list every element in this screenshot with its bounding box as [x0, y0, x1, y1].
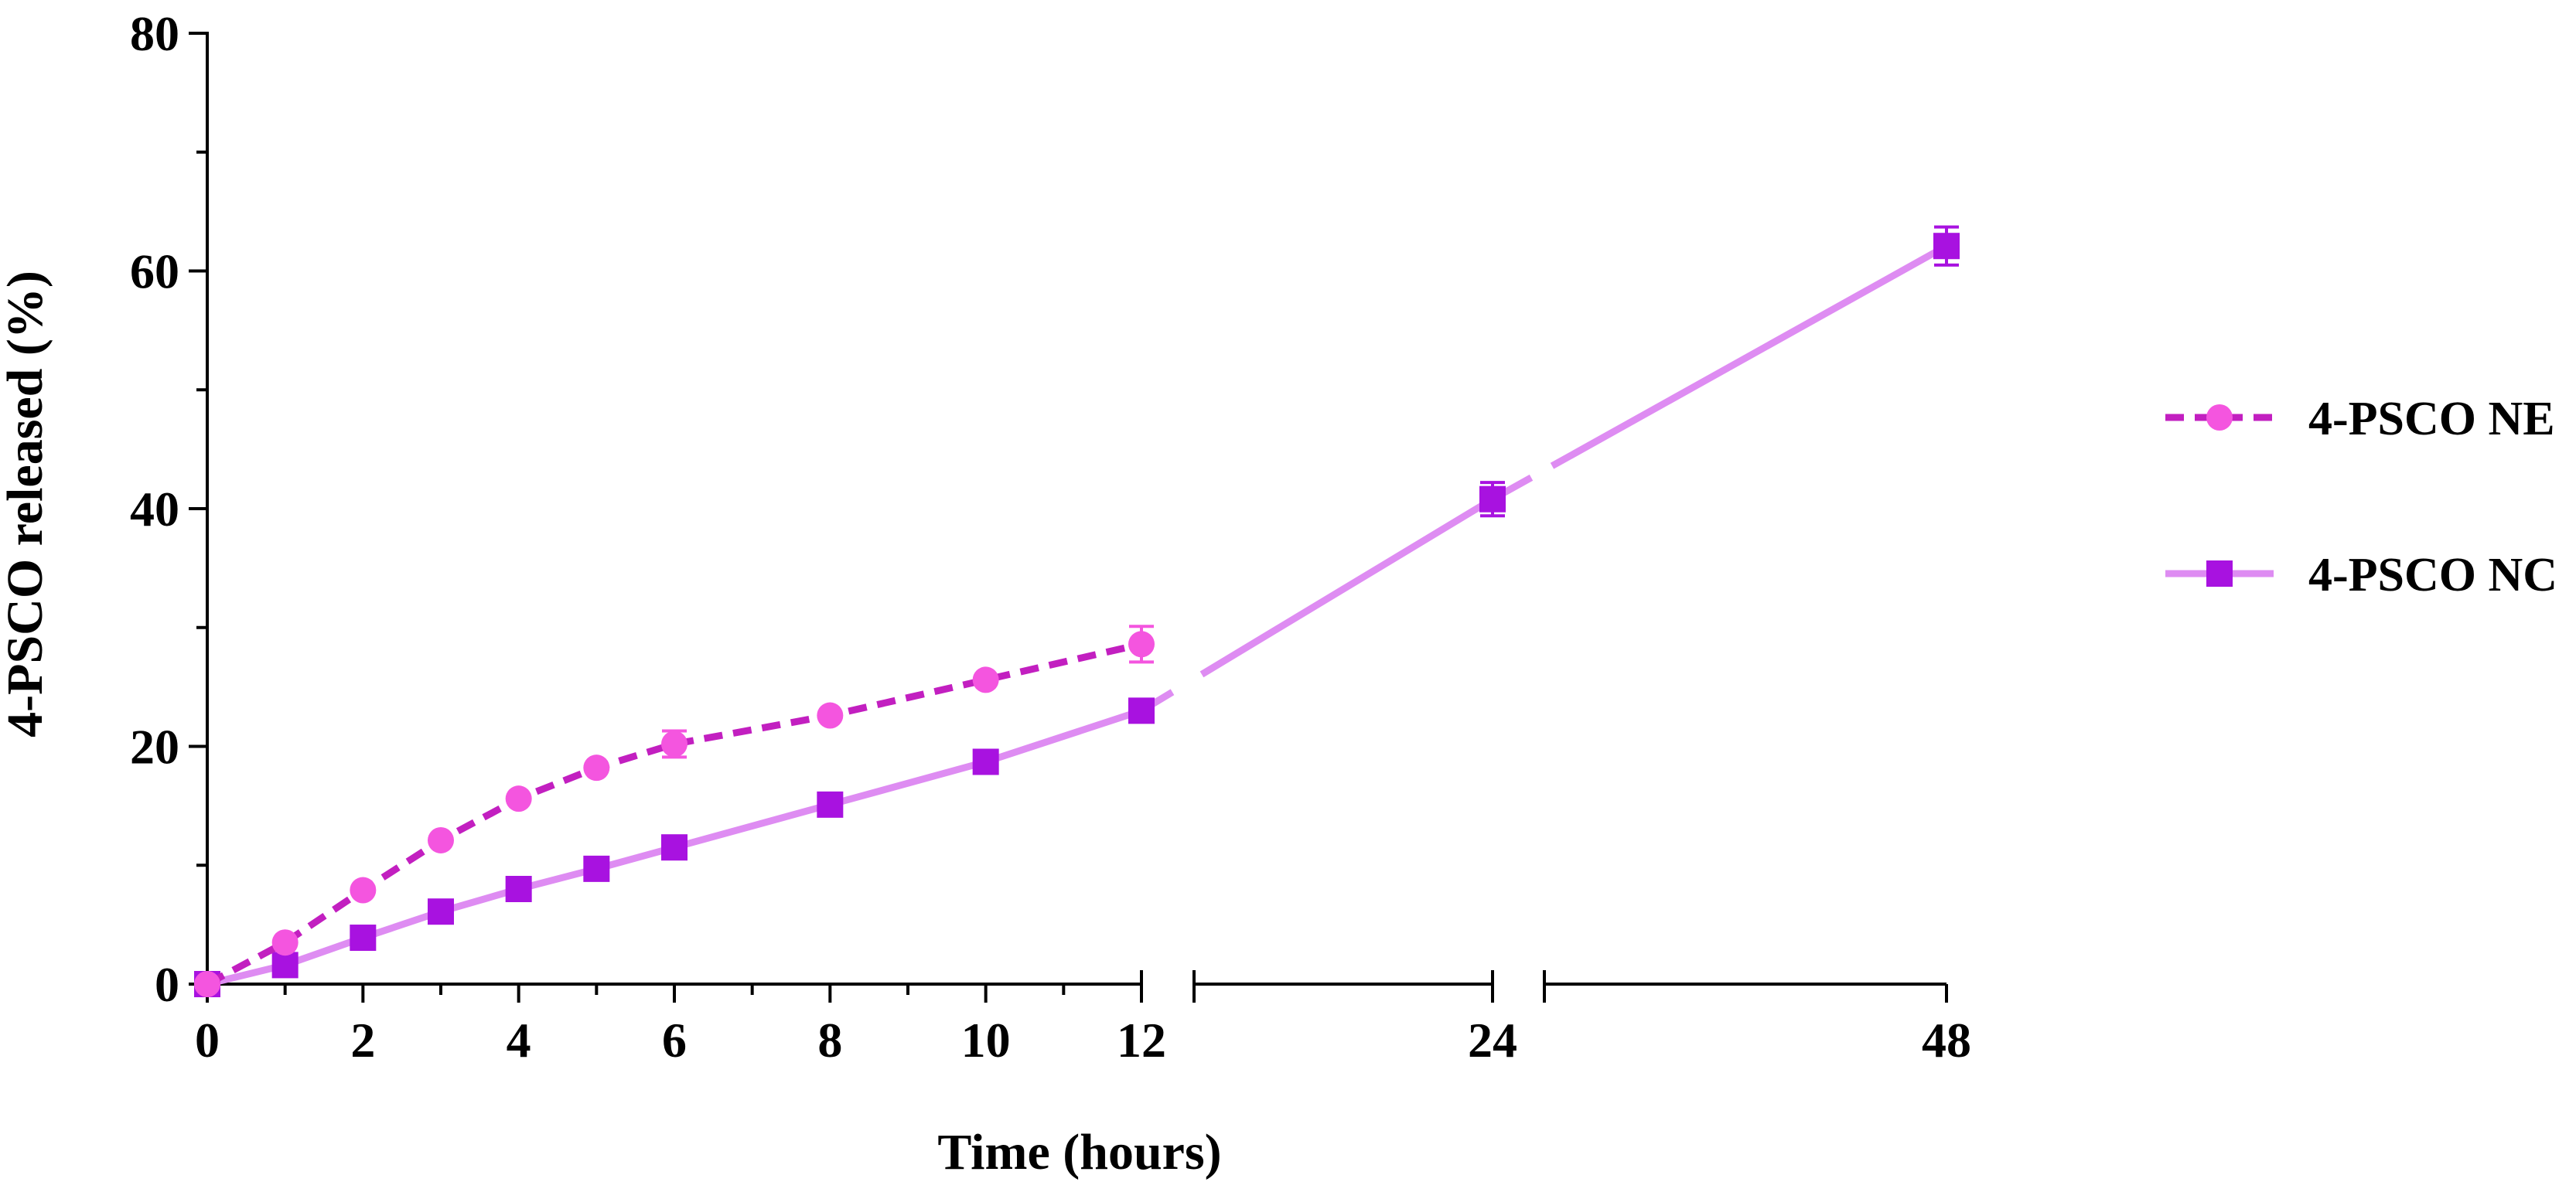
data-point-square: [350, 925, 377, 952]
series-line: [205, 640, 1143, 987]
x-tick-label: 10: [961, 1013, 1011, 1068]
data-point-square: [428, 898, 454, 925]
data-point-square: [505, 876, 532, 902]
legend: 4-PSCO NE 4-PSCO NC: [2165, 393, 2557, 601]
x-tick-label: 24: [1468, 1013, 1517, 1068]
data-point-square: [661, 834, 688, 861]
x-tick-label: 48: [1922, 1013, 1971, 1068]
data-point-square: [817, 791, 844, 818]
series-4-psco-ne: [194, 625, 1155, 997]
legend-item: 4-PSCO NC: [2165, 549, 2557, 601]
x-tick-label: 2: [350, 1013, 375, 1068]
legend-marker-square: [2206, 560, 2233, 587]
y-tick-label: 80: [130, 6, 179, 61]
y-tick-label: 0: [155, 957, 179, 1012]
series-layer: [194, 225, 1960, 997]
y-tick-label: 60: [130, 244, 179, 299]
x-tick-label: 6: [662, 1013, 687, 1068]
data-point-circle: [1128, 631, 1155, 658]
data-point-circle: [505, 785, 532, 812]
legend-label: 4-PSCO NC: [2308, 549, 2557, 601]
x-tick-label: 8: [817, 1013, 842, 1068]
data-point-square: [1479, 485, 1506, 513]
data-point-circle: [271, 929, 299, 956]
legend-item: 4-PSCO NE: [2165, 393, 2555, 445]
x-tick-label: 4: [507, 1013, 531, 1068]
series-4-psco-nc: [194, 225, 1960, 997]
data-point-square: [583, 855, 610, 882]
data-point-circle: [972, 666, 999, 693]
y-tick-label: 20: [130, 720, 179, 775]
x-tick-label: 12: [1117, 1013, 1166, 1068]
data-point-square: [1128, 697, 1155, 724]
data-point-circle: [194, 971, 220, 997]
data-point-circle: [350, 877, 377, 904]
data-point-square: [271, 952, 299, 979]
legend-label: 4-PSCO NE: [2308, 393, 2555, 445]
data-point-circle: [661, 731, 688, 758]
y-tick-label: 40: [130, 482, 179, 536]
y-axis-title: 4-PSCO released (%): [0, 271, 53, 737]
data-point-circle: [817, 702, 844, 729]
x-axis-title: Time (hours): [937, 1124, 1221, 1180]
data-point-square: [1933, 233, 1960, 260]
data-point-circle: [583, 754, 610, 782]
legend-marker-circle: [2206, 404, 2233, 431]
data-point-circle: [428, 826, 454, 853]
data-point-square: [972, 748, 999, 775]
x-tick-label: 0: [195, 1013, 220, 1068]
series-line: [1550, 243, 1949, 469]
